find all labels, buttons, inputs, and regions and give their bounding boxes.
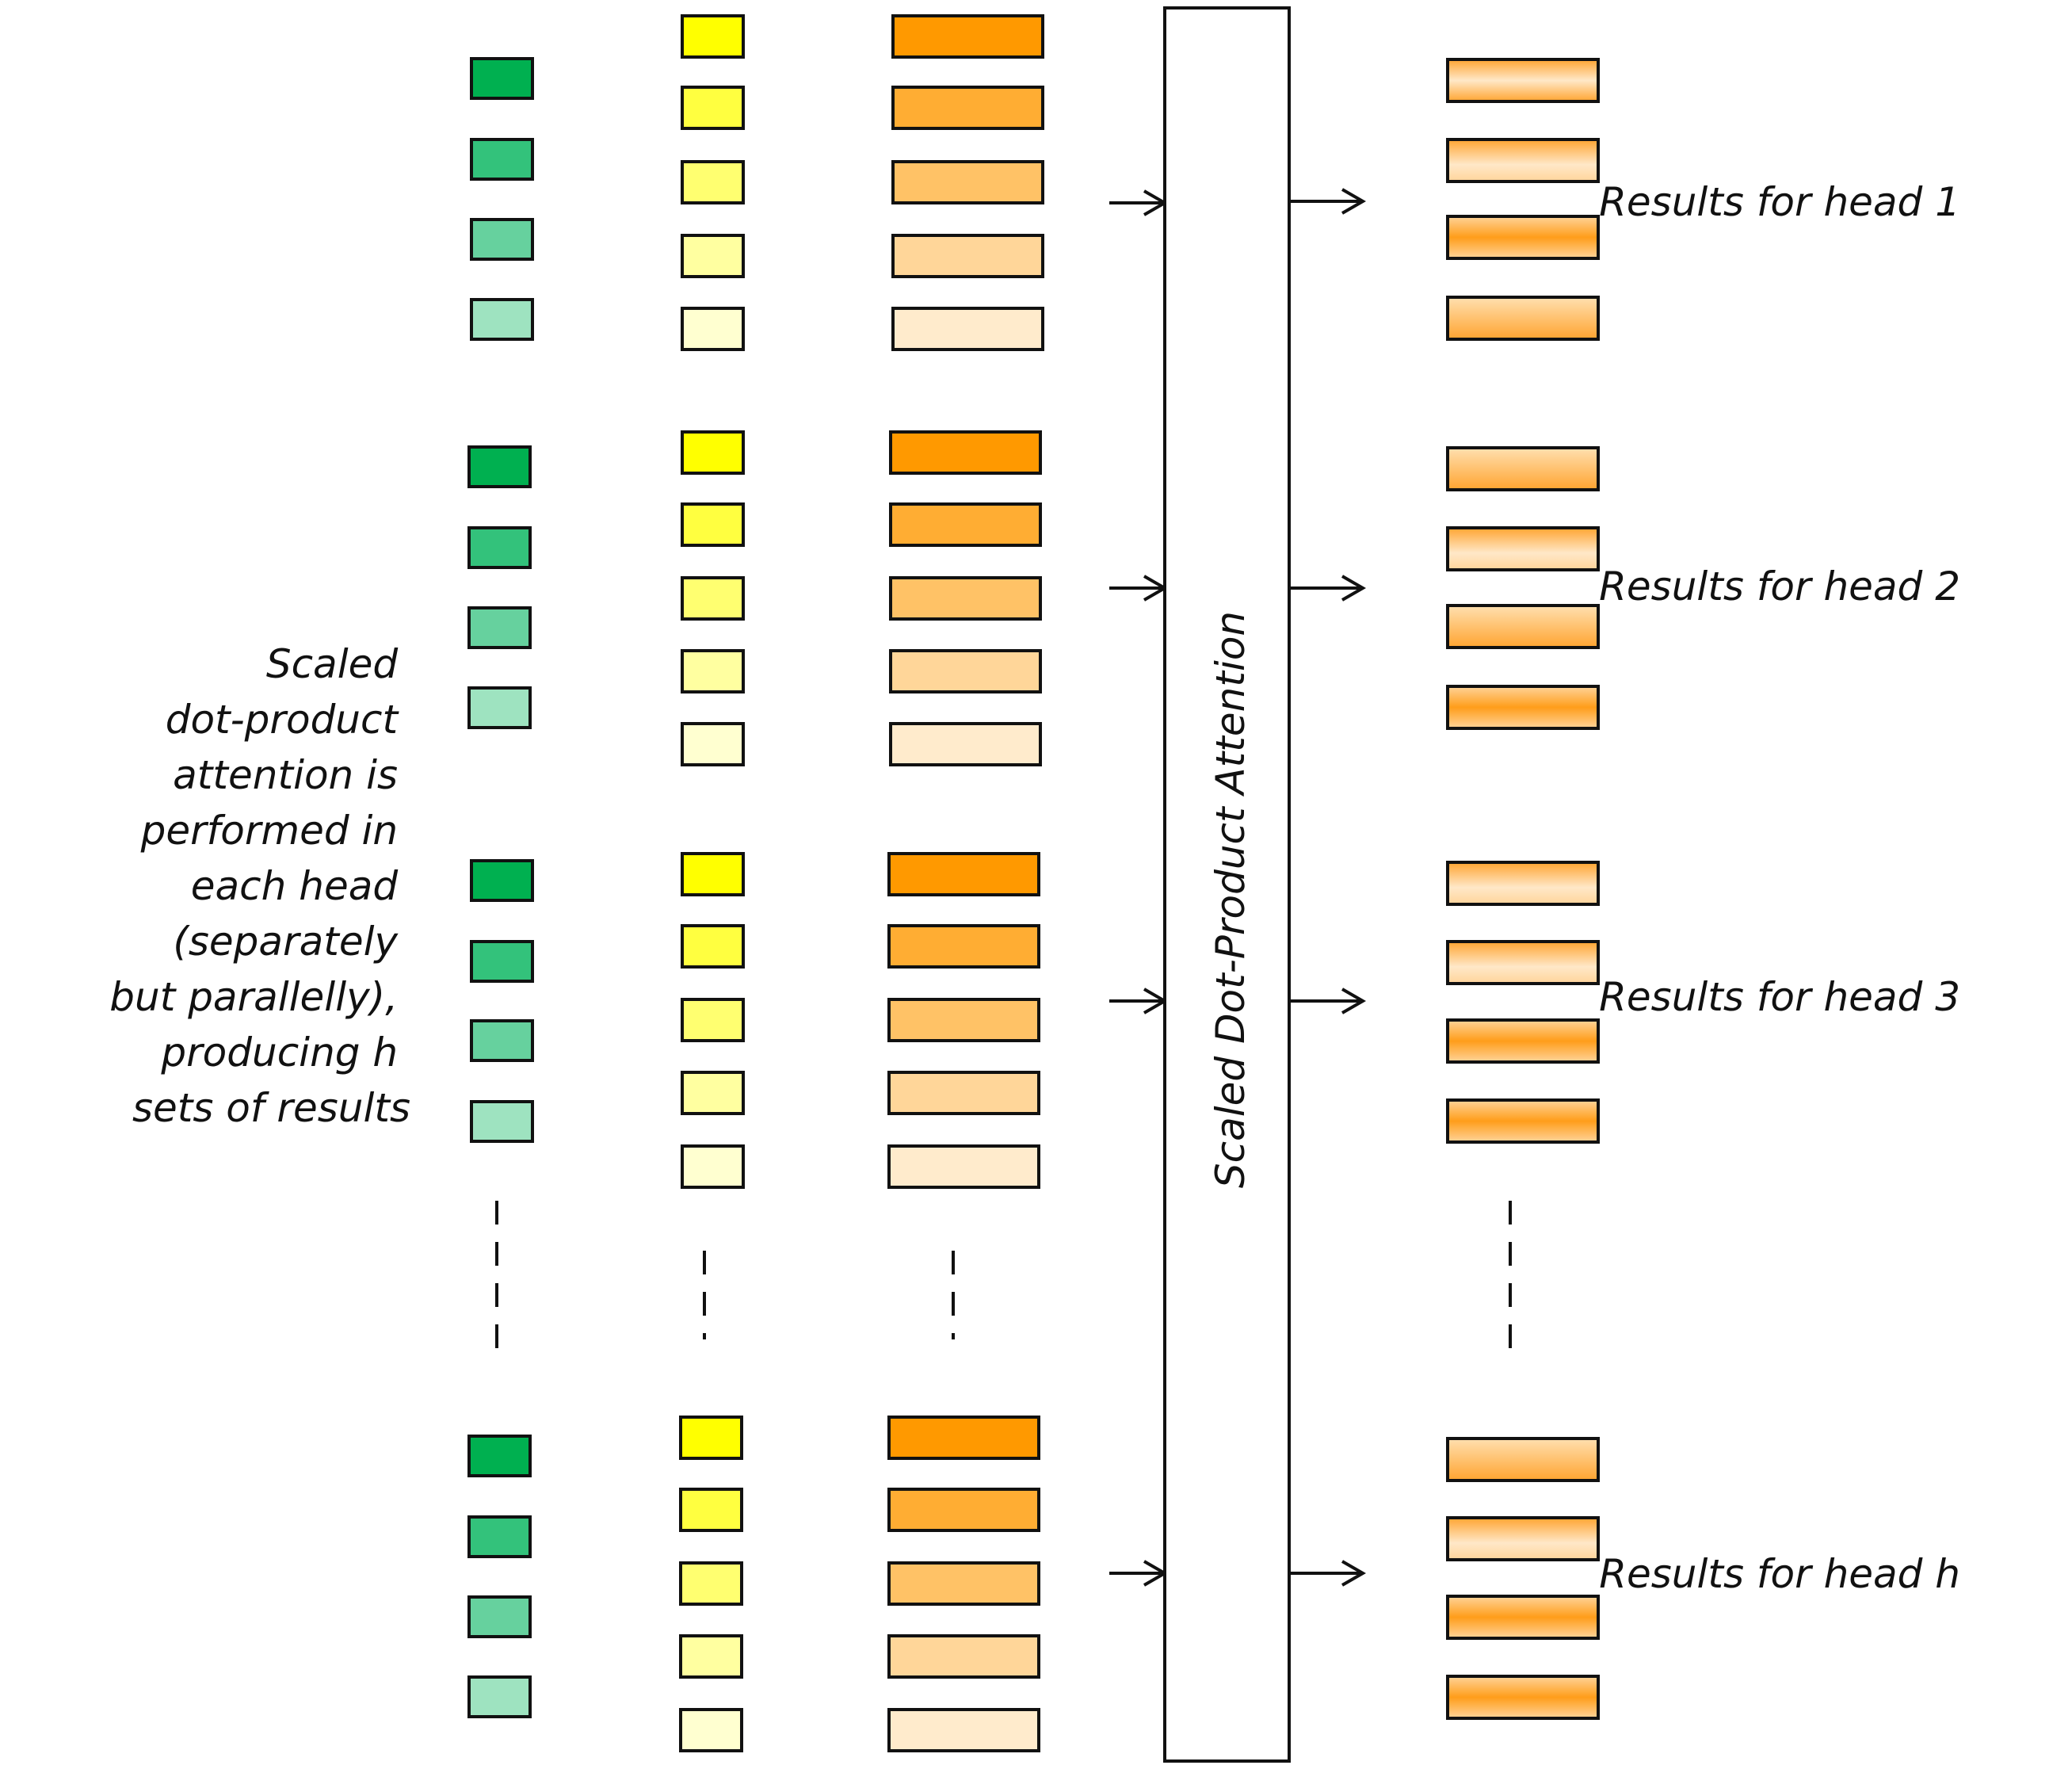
query-vector xyxy=(467,526,532,569)
value-vector xyxy=(887,1416,1040,1460)
result-vector xyxy=(1446,685,1600,730)
query-vector xyxy=(467,1515,532,1558)
value-vector xyxy=(891,307,1044,351)
result-vector xyxy=(1446,940,1600,985)
side-note-line: each head xyxy=(191,863,399,909)
value-vector xyxy=(889,502,1042,547)
key-vector xyxy=(679,1561,743,1606)
side-note-line: dot-product xyxy=(166,697,400,743)
query-vector xyxy=(467,1595,532,1638)
side-note-line: but parallelly), xyxy=(109,974,398,1020)
heads-layer: Results for head 1 Results for head 2 Resu… xyxy=(467,14,1960,1752)
result-label: Results for head 2 xyxy=(1599,564,1960,609)
side-note-line: sets of results xyxy=(132,1085,410,1131)
key-vector xyxy=(679,1708,743,1752)
side-note: Scaled dot-product attention is performe… xyxy=(109,641,410,1131)
result-vector xyxy=(1446,861,1600,906)
query-vector xyxy=(470,57,534,100)
value-vector xyxy=(887,1488,1040,1532)
key-vector xyxy=(681,722,745,766)
query-vector xyxy=(467,686,532,729)
query-vector xyxy=(467,1435,532,1477)
key-vector xyxy=(681,14,745,59)
key-vector xyxy=(681,307,745,351)
result-vector xyxy=(1446,604,1600,649)
query-vector xyxy=(467,1675,532,1718)
query-vector xyxy=(470,298,534,341)
result-vector xyxy=(1446,215,1600,260)
key-vector xyxy=(679,1634,743,1679)
attention-block-label: Scaled Dot-Product Attention xyxy=(1208,611,1254,1188)
result-vector xyxy=(1446,1437,1600,1482)
result-vector xyxy=(1446,296,1600,341)
result-vector xyxy=(1446,526,1600,571)
key-vector xyxy=(681,998,745,1042)
value-vector xyxy=(889,576,1042,621)
input-arrow xyxy=(1109,1560,1169,1587)
result-vector xyxy=(1446,446,1600,491)
result-vector xyxy=(1446,1516,1600,1561)
key-vector xyxy=(681,1144,745,1189)
query-vector xyxy=(467,445,532,488)
output-arrow xyxy=(1289,188,1367,215)
value-vector xyxy=(889,722,1042,766)
result-vector xyxy=(1446,1595,1600,1640)
side-note-line: (separately xyxy=(173,919,399,965)
result-vector xyxy=(1446,138,1600,183)
query-vector xyxy=(470,218,534,261)
query-vector xyxy=(470,1100,534,1143)
value-vector xyxy=(889,649,1042,693)
result-vector xyxy=(1446,1018,1600,1064)
value-vector xyxy=(891,160,1044,204)
key-vector xyxy=(681,576,745,621)
output-arrow xyxy=(1289,575,1367,602)
value-vector xyxy=(891,234,1044,278)
value-vector xyxy=(889,430,1042,475)
side-note-line: Scaled xyxy=(266,641,399,687)
query-vector xyxy=(470,940,534,983)
value-vector xyxy=(887,1071,1040,1115)
key-vector xyxy=(681,234,745,278)
value-vector xyxy=(887,1561,1040,1606)
result-label: Results for head 3 xyxy=(1599,974,1960,1020)
value-vector xyxy=(891,14,1044,59)
key-vector xyxy=(679,1416,743,1460)
side-note-line: attention is xyxy=(173,752,398,798)
key-vector xyxy=(681,430,745,475)
key-vector xyxy=(681,86,745,130)
query-vector xyxy=(470,859,534,902)
key-vector xyxy=(681,649,745,693)
value-vector xyxy=(887,1634,1040,1679)
side-note-line: producing h xyxy=(160,1030,398,1076)
value-vector xyxy=(887,1144,1040,1189)
input-arrow xyxy=(1109,575,1169,602)
key-vector xyxy=(679,1488,743,1532)
output-arrow xyxy=(1289,1560,1367,1587)
value-vector xyxy=(891,86,1044,130)
value-vector xyxy=(887,924,1040,969)
value-vector xyxy=(887,998,1040,1042)
result-vector xyxy=(1446,58,1600,103)
result-label: Results for head h xyxy=(1599,1551,1960,1597)
input-arrow xyxy=(1109,988,1169,1014)
result-vector xyxy=(1446,1098,1600,1144)
query-vector xyxy=(467,606,532,649)
key-vector xyxy=(681,502,745,547)
output-arrow xyxy=(1289,988,1367,1014)
side-note-line: performed in xyxy=(140,808,399,854)
value-vector xyxy=(887,852,1040,896)
input-arrow xyxy=(1109,189,1169,216)
key-vector xyxy=(681,852,745,896)
key-vector xyxy=(681,1071,745,1115)
value-vector xyxy=(887,1708,1040,1752)
key-vector xyxy=(681,924,745,969)
query-vector xyxy=(470,1019,534,1062)
result-label: Results for head 1 xyxy=(1599,179,1960,225)
result-vector xyxy=(1446,1675,1600,1720)
attention-block xyxy=(1163,6,1291,1763)
query-vector xyxy=(470,138,534,181)
key-vector xyxy=(681,160,745,204)
